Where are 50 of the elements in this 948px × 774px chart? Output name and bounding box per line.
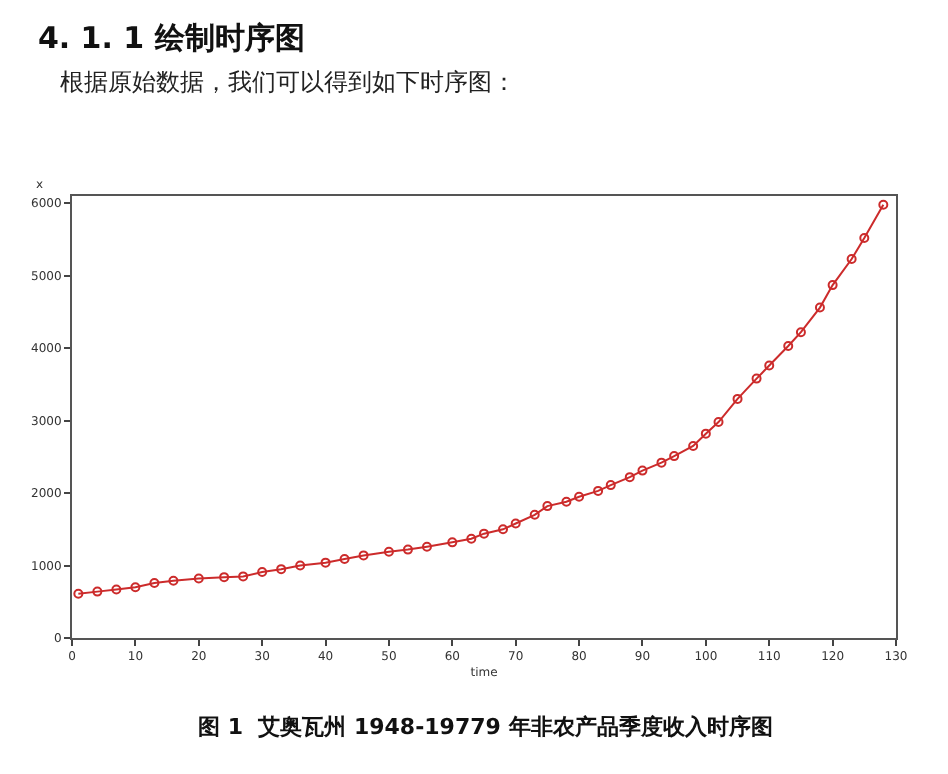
point <box>593 485 604 496</box>
point <box>859 233 870 244</box>
point <box>561 496 572 507</box>
point <box>320 557 331 568</box>
point <box>529 509 540 520</box>
point <box>339 554 350 565</box>
point <box>193 573 204 584</box>
point <box>168 575 179 586</box>
point <box>878 199 889 210</box>
point <box>700 428 711 439</box>
point <box>149 577 160 588</box>
point <box>846 254 857 265</box>
point <box>402 544 413 555</box>
point <box>73 588 84 599</box>
point <box>637 465 648 476</box>
chart-subtitle: 根据原始数据，我们可以得到如下时序图： <box>60 68 516 96</box>
chart-title: 4. 1. 1 绘制时序图 <box>37 20 305 57</box>
point <box>605 480 616 491</box>
point <box>130 582 141 593</box>
point <box>111 584 122 595</box>
point <box>257 567 268 578</box>
point <box>92 586 103 597</box>
point <box>295 560 306 571</box>
point <box>498 524 509 535</box>
point <box>827 280 838 291</box>
point <box>542 501 553 512</box>
point <box>732 393 743 404</box>
point <box>814 302 825 313</box>
caption: 图 1 艾奥瓦州 1948-19779 年非农产品季度收入时序图 <box>198 714 773 740</box>
point <box>783 341 794 351</box>
point <box>574 491 585 502</box>
point <box>764 360 775 371</box>
point <box>751 373 762 384</box>
point <box>656 457 667 468</box>
point <box>276 564 287 575</box>
point <box>358 550 369 561</box>
point <box>688 440 699 451</box>
point <box>713 417 724 428</box>
point <box>479 528 489 539</box>
point <box>383 546 394 557</box>
point <box>624 472 635 483</box>
line-series <box>73 199 889 599</box>
point <box>669 451 680 462</box>
point <box>219 572 230 583</box>
point <box>447 537 458 548</box>
point <box>238 571 249 582</box>
point <box>466 533 477 544</box>
point <box>510 518 521 529</box>
point <box>421 541 432 552</box>
point <box>795 327 806 338</box>
